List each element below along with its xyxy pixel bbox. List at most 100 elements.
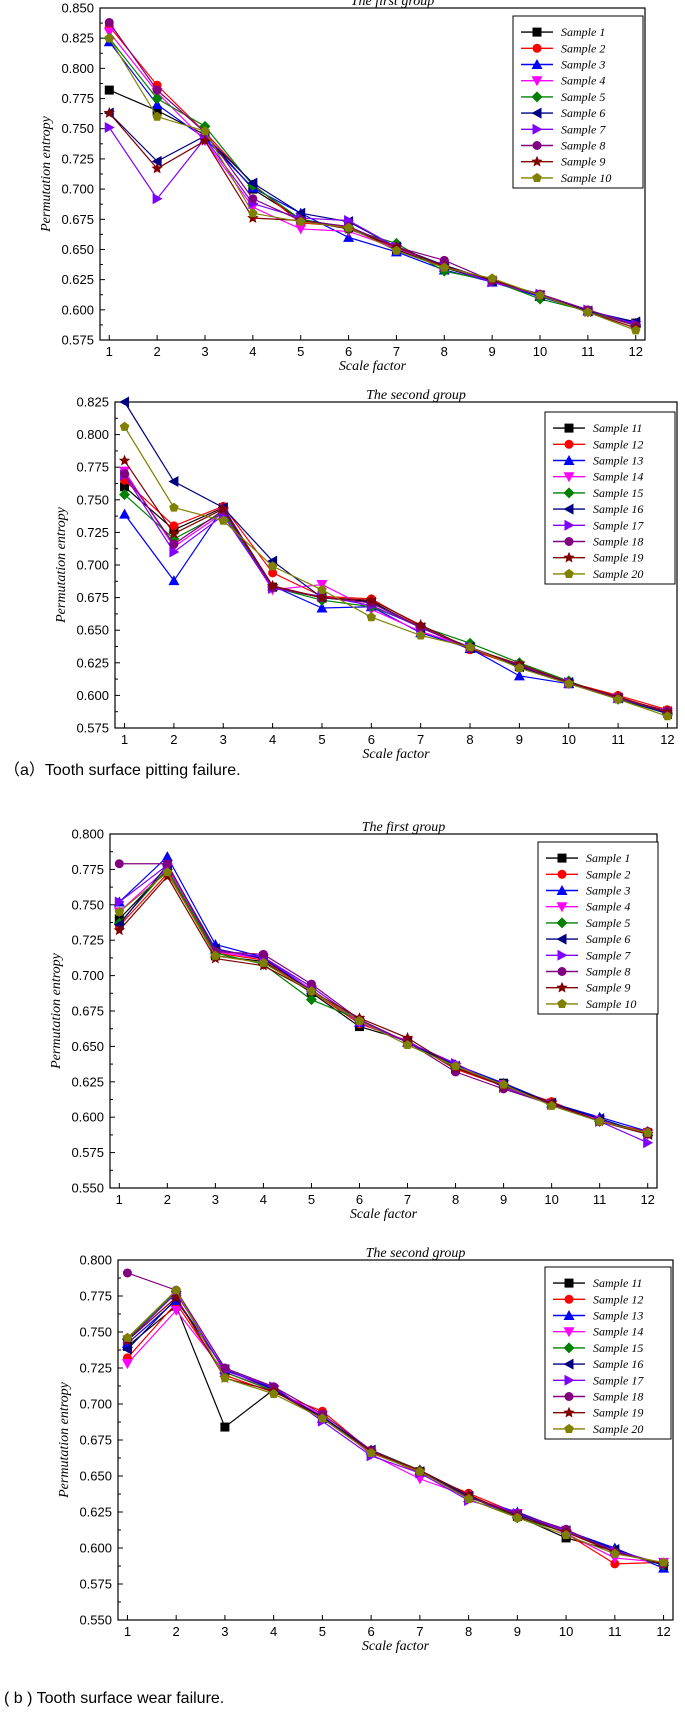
- data-point: [104, 17, 114, 27]
- y-tick-label: 0.800: [79, 1253, 112, 1268]
- x-tick-label: 4: [249, 344, 256, 359]
- y-tick-label: 0.575: [76, 721, 109, 736]
- x-tick-label: 6: [356, 1192, 363, 1207]
- series-line-10: [118, 871, 648, 1134]
- legend-entry: Sample 3: [561, 58, 605, 72]
- data-point: [546, 1100, 557, 1110]
- legend-marker: [532, 27, 542, 37]
- data-point: [247, 177, 258, 189]
- chart-panel-4: 0.550 0.575 0.600 0.625 0.650 0.675 0.700 0.725…: [57, 1246, 674, 1654]
- series-line-10: [108, 37, 636, 331]
- x-tick-label: 5: [297, 344, 304, 359]
- x-tick-label: 12: [640, 1192, 654, 1207]
- y-tick-label: 0.700: [76, 558, 109, 573]
- data-point: [402, 1039, 413, 1050]
- series-line-8: [119, 863, 648, 1135]
- data-point: [306, 979, 316, 989]
- data-point: [563, 678, 574, 688]
- legend-marker: [531, 76, 543, 87]
- legend-marker: [564, 568, 574, 578]
- y-tick-label: 0.600: [76, 688, 109, 703]
- data-point: [161, 851, 173, 862]
- data-point: [122, 1332, 133, 1342]
- x-tick-label: 1: [106, 344, 113, 359]
- y-tick-label: 0.625: [71, 1074, 104, 1089]
- y-tick-label: 0.600: [71, 1110, 104, 1125]
- data-point: [151, 155, 162, 167]
- legend-marker: [532, 43, 542, 53]
- legend-marker: [556, 902, 568, 913]
- data-point: [217, 502, 229, 514]
- legend-entry: Sample 7: [561, 122, 606, 136]
- x-tick-label: 10: [559, 1624, 573, 1639]
- legend-entry: Sample 11: [593, 421, 642, 435]
- data-point: [316, 591, 328, 603]
- y-axis-label: Permutation entropy: [54, 506, 69, 624]
- x-tick-label: 7: [417, 732, 424, 747]
- chart-title: The first group: [351, 0, 435, 9]
- series-line-7: [127, 1292, 664, 1565]
- data-point: [366, 1447, 376, 1458]
- data-point: [414, 618, 427, 630]
- data-point: [220, 1363, 230, 1373]
- y-tick-label: 0.775: [76, 460, 109, 475]
- data-point: [498, 1079, 509, 1089]
- legend-entry: Sample 14: [593, 470, 643, 484]
- y-tick-label: 0.725: [61, 151, 94, 166]
- legend-entry: Sample 9: [586, 981, 630, 995]
- legend-marker: [532, 123, 543, 135]
- legend-marker: [556, 885, 568, 895]
- x-tick-label: 3: [212, 1192, 219, 1207]
- y-tick-label: 0.725: [76, 525, 109, 540]
- series-layer: [103, 17, 642, 335]
- chart-title: The first group: [362, 820, 446, 835]
- y-tick-label: 0.750: [71, 897, 104, 912]
- y-tick-label: 0.700: [79, 1397, 112, 1412]
- legend-entry: Sample 3: [586, 884, 630, 898]
- data-point: [535, 290, 545, 300]
- legend-entry: Sample 8: [561, 139, 605, 153]
- legend-marker: [557, 998, 567, 1008]
- data-point: [121, 1359, 133, 1370]
- data-point: [113, 924, 126, 936]
- legend-entry: Sample 5: [586, 916, 630, 930]
- chart-panel-2: 0.575 0.600 0.625 0.650 0.675 0.700 0.725 0.750…: [54, 388, 678, 762]
- y-tick-label: 0.575: [71, 1145, 104, 1160]
- legend-marker: [563, 1406, 575, 1418]
- x-tick-label: 8: [465, 1624, 472, 1639]
- legend-marker: [563, 487, 575, 499]
- legend-box: [537, 841, 659, 1015]
- legend-entry: Sample 4: [586, 900, 630, 914]
- data-point: [119, 508, 131, 519]
- data-point: [104, 122, 115, 134]
- data-point: [662, 711, 673, 721]
- data-point: [162, 867, 173, 877]
- data-point: [170, 1305, 182, 1316]
- y-tick-label: 0.750: [61, 121, 94, 136]
- x-tick-label: 7: [404, 1192, 411, 1207]
- y-tick-label: 0.825: [76, 395, 109, 410]
- y-tick-label: 0.700: [71, 968, 104, 983]
- legend-box: [544, 1266, 672, 1440]
- x-tick-label: 6: [345, 344, 352, 359]
- data-point: [218, 515, 229, 525]
- data-point: [120, 482, 130, 492]
- data-point: [168, 476, 179, 488]
- legend-marker: [563, 503, 574, 515]
- legend: Sample 1 Sample 2 Sample 3 Sample 4 Sample 5…: [537, 841, 659, 1015]
- legend: Sample 1 Sample 2 Sample 3 Sample 4 Sample 5…: [512, 15, 644, 189]
- y-tick-label: 0.550: [71, 1181, 104, 1196]
- data-point: [152, 106, 162, 116]
- data-point: [391, 245, 402, 255]
- data-point: [200, 126, 210, 136]
- x-tick-label: 9: [500, 1192, 507, 1207]
- y-tick-label: 0.625: [76, 655, 109, 670]
- data-point: [169, 539, 179, 549]
- y-tick-label: 0.750: [79, 1325, 112, 1340]
- data-point: [658, 1557, 669, 1567]
- y-tick-label: 0.825: [61, 31, 94, 46]
- x-tick-label: 12: [660, 732, 674, 747]
- legend-entry: Sample 12: [593, 1292, 643, 1306]
- series-line-9: [118, 875, 648, 1135]
